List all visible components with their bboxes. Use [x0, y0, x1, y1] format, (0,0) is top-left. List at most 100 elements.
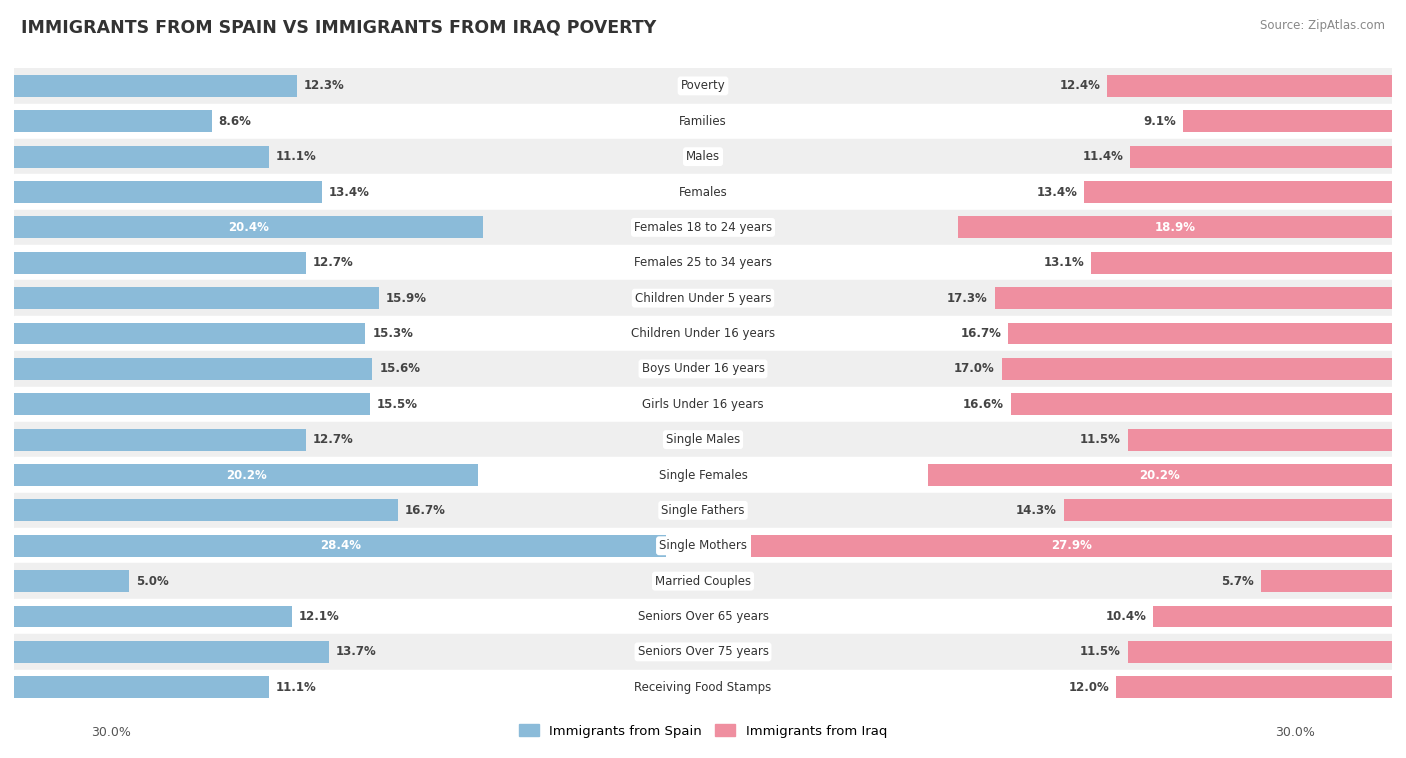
Text: 16.6%: 16.6%: [963, 398, 1004, 411]
Text: 15.9%: 15.9%: [387, 292, 427, 305]
Text: 10.4%: 10.4%: [1105, 610, 1146, 623]
Text: 12.7%: 12.7%: [312, 433, 353, 446]
Bar: [1091, 252, 1392, 274]
Bar: [14, 217, 482, 238]
Text: Females 18 to 24 years: Females 18 to 24 years: [634, 221, 772, 234]
Text: Children Under 5 years: Children Under 5 years: [634, 292, 772, 305]
Text: Poverty: Poverty: [681, 80, 725, 92]
Bar: [1107, 75, 1392, 97]
Text: Single Males: Single Males: [666, 433, 740, 446]
Text: 9.1%: 9.1%: [1143, 114, 1175, 128]
Text: Receiving Food Stamps: Receiving Food Stamps: [634, 681, 772, 694]
Text: Married Couples: Married Couples: [655, 575, 751, 587]
Text: 13.4%: 13.4%: [329, 186, 370, 199]
Bar: [14, 245, 1392, 280]
Text: 16.7%: 16.7%: [405, 504, 446, 517]
Text: Single Fathers: Single Fathers: [661, 504, 745, 517]
Bar: [1153, 606, 1392, 628]
Text: 27.9%: 27.9%: [1052, 539, 1092, 553]
Text: Single Females: Single Females: [658, 468, 748, 481]
Text: Seniors Over 75 years: Seniors Over 75 years: [637, 645, 769, 659]
Bar: [14, 210, 1392, 245]
Bar: [14, 387, 1392, 422]
Text: 13.1%: 13.1%: [1043, 256, 1084, 269]
Bar: [14, 68, 1392, 104]
Bar: [1116, 676, 1392, 698]
Text: 5.7%: 5.7%: [1222, 575, 1254, 587]
Bar: [14, 570, 129, 592]
Text: 14.3%: 14.3%: [1015, 504, 1057, 517]
Bar: [1130, 146, 1392, 168]
Text: Families: Families: [679, 114, 727, 128]
Text: 13.7%: 13.7%: [336, 645, 377, 659]
Text: 15.3%: 15.3%: [373, 327, 413, 340]
Bar: [994, 287, 1392, 309]
Text: 16.7%: 16.7%: [960, 327, 1001, 340]
Legend: Immigrants from Spain, Immigrants from Iraq: Immigrants from Spain, Immigrants from I…: [513, 719, 893, 743]
Bar: [14, 606, 292, 628]
Bar: [14, 139, 1392, 174]
Text: Females 25 to 34 years: Females 25 to 34 years: [634, 256, 772, 269]
Bar: [14, 669, 1392, 705]
Bar: [1261, 570, 1392, 592]
Bar: [1011, 393, 1392, 415]
Bar: [14, 316, 1392, 351]
Text: 11.5%: 11.5%: [1080, 645, 1121, 659]
Text: 20.2%: 20.2%: [1140, 468, 1181, 481]
Bar: [957, 217, 1392, 238]
Text: Single Mothers: Single Mothers: [659, 539, 747, 553]
Bar: [14, 422, 1392, 457]
Text: 12.7%: 12.7%: [312, 256, 353, 269]
Bar: [14, 535, 666, 556]
Bar: [14, 563, 1392, 599]
Bar: [14, 634, 1392, 669]
Text: 28.4%: 28.4%: [319, 539, 361, 553]
Bar: [14, 252, 305, 274]
Text: 30.0%: 30.0%: [1275, 726, 1315, 740]
Bar: [14, 500, 398, 522]
Text: 12.3%: 12.3%: [304, 80, 344, 92]
Text: 11.1%: 11.1%: [276, 150, 316, 163]
Bar: [14, 358, 373, 380]
Text: Children Under 16 years: Children Under 16 years: [631, 327, 775, 340]
Bar: [14, 111, 211, 132]
Text: 15.5%: 15.5%: [377, 398, 418, 411]
Text: 8.6%: 8.6%: [218, 114, 252, 128]
Bar: [1128, 641, 1392, 662]
Bar: [14, 464, 478, 486]
Bar: [14, 287, 380, 309]
Text: Boys Under 16 years: Boys Under 16 years: [641, 362, 765, 375]
Bar: [14, 323, 366, 344]
Bar: [1063, 500, 1392, 522]
Bar: [14, 493, 1392, 528]
Bar: [1182, 111, 1392, 132]
Text: 12.4%: 12.4%: [1059, 80, 1101, 92]
Text: 5.0%: 5.0%: [136, 575, 169, 587]
Text: 15.6%: 15.6%: [380, 362, 420, 375]
Text: Seniors Over 65 years: Seniors Over 65 years: [637, 610, 769, 623]
Text: 11.1%: 11.1%: [276, 681, 316, 694]
Bar: [14, 429, 305, 450]
Bar: [751, 535, 1392, 556]
Text: 30.0%: 30.0%: [91, 726, 131, 740]
Text: Females: Females: [679, 186, 727, 199]
Bar: [14, 181, 322, 203]
Text: 17.0%: 17.0%: [953, 362, 994, 375]
Text: 18.9%: 18.9%: [1154, 221, 1195, 234]
Bar: [14, 280, 1392, 316]
Bar: [14, 174, 1392, 210]
Text: 12.0%: 12.0%: [1069, 681, 1109, 694]
Bar: [14, 457, 1392, 493]
Text: 13.4%: 13.4%: [1036, 186, 1077, 199]
Bar: [14, 75, 297, 97]
Bar: [1128, 429, 1392, 450]
Bar: [1084, 181, 1392, 203]
Bar: [14, 641, 329, 662]
Bar: [14, 393, 370, 415]
Text: 17.3%: 17.3%: [948, 292, 988, 305]
Bar: [14, 146, 269, 168]
Bar: [14, 528, 1392, 563]
Text: 20.4%: 20.4%: [228, 221, 269, 234]
Bar: [14, 676, 269, 698]
Text: Source: ZipAtlas.com: Source: ZipAtlas.com: [1260, 19, 1385, 32]
